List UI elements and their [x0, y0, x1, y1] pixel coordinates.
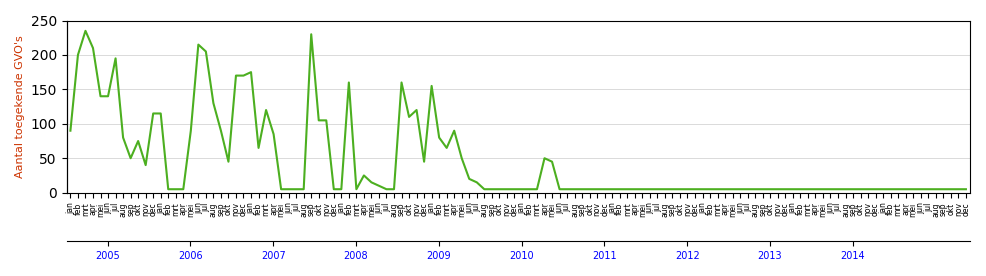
Y-axis label: Aantal toegekende GVO's: Aantal toegekende GVO's [15, 35, 25, 178]
